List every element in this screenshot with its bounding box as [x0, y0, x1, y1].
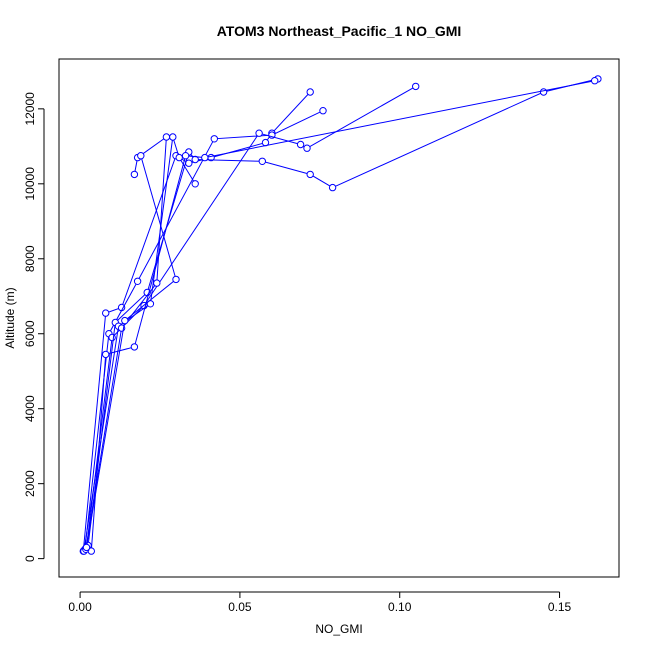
data-point — [121, 316, 129, 325]
series-line — [90, 80, 595, 552]
data-point — [175, 153, 183, 162]
x-tick-label: 0.10 — [388, 600, 412, 614]
series-line — [83, 136, 196, 552]
plot-frame — [58, 58, 620, 578]
data-point — [255, 129, 263, 137]
data-point — [133, 277, 142, 285]
data-point — [306, 88, 314, 96]
y-tick-label: 4000 — [23, 395, 37, 422]
y-tick-label: 8000 — [23, 245, 37, 272]
data-point — [169, 133, 177, 141]
data-point — [130, 343, 139, 351]
data-point — [108, 333, 116, 342]
y-tick-label: 10000 — [23, 167, 37, 201]
y-tick-label: 2000 — [23, 470, 37, 497]
data-point — [162, 133, 171, 141]
data-point — [102, 350, 110, 359]
data-point — [258, 157, 266, 166]
chart-title: ATOM3 Northeast_Pacific_1 NO_GMI — [217, 23, 462, 39]
x-axis-label: NO_GMI — [315, 622, 362, 636]
x-tick-label: 0.00 — [68, 600, 92, 614]
data-point — [130, 170, 139, 179]
data-point — [303, 144, 311, 152]
series-line — [86, 155, 177, 548]
data-point — [153, 279, 161, 287]
data-point — [181, 152, 190, 160]
data-point — [412, 82, 420, 91]
x-tick-label: 0.05 — [228, 600, 252, 614]
series-line — [87, 78, 599, 546]
data-point — [306, 170, 314, 179]
y-tick-label: 0 — [23, 555, 37, 562]
data-point — [591, 77, 599, 85]
y-tick-label: 6000 — [23, 320, 37, 347]
y-axis-label: Altitude (m) — [3, 287, 17, 348]
data-point — [328, 183, 337, 192]
data-point — [191, 180, 199, 188]
series-line — [85, 135, 167, 550]
data-point — [539, 88, 548, 96]
data-point — [296, 140, 305, 149]
data-point — [319, 107, 327, 115]
y-tick-label: 12000 — [23, 92, 37, 126]
series-layer — [79, 75, 602, 555]
data-point — [201, 153, 209, 162]
data-point — [137, 152, 145, 160]
x-tick-label: 0.15 — [548, 600, 572, 614]
data-point — [172, 275, 180, 284]
data-point — [210, 135, 219, 143]
data-point — [102, 309, 110, 317]
y-axis: 0 2000 4000 6000 8000 10000 12000 — [23, 92, 45, 562]
data-point — [82, 543, 91, 552]
x-axis: 0.00 0.05 0.10 0.15 — [68, 591, 572, 614]
